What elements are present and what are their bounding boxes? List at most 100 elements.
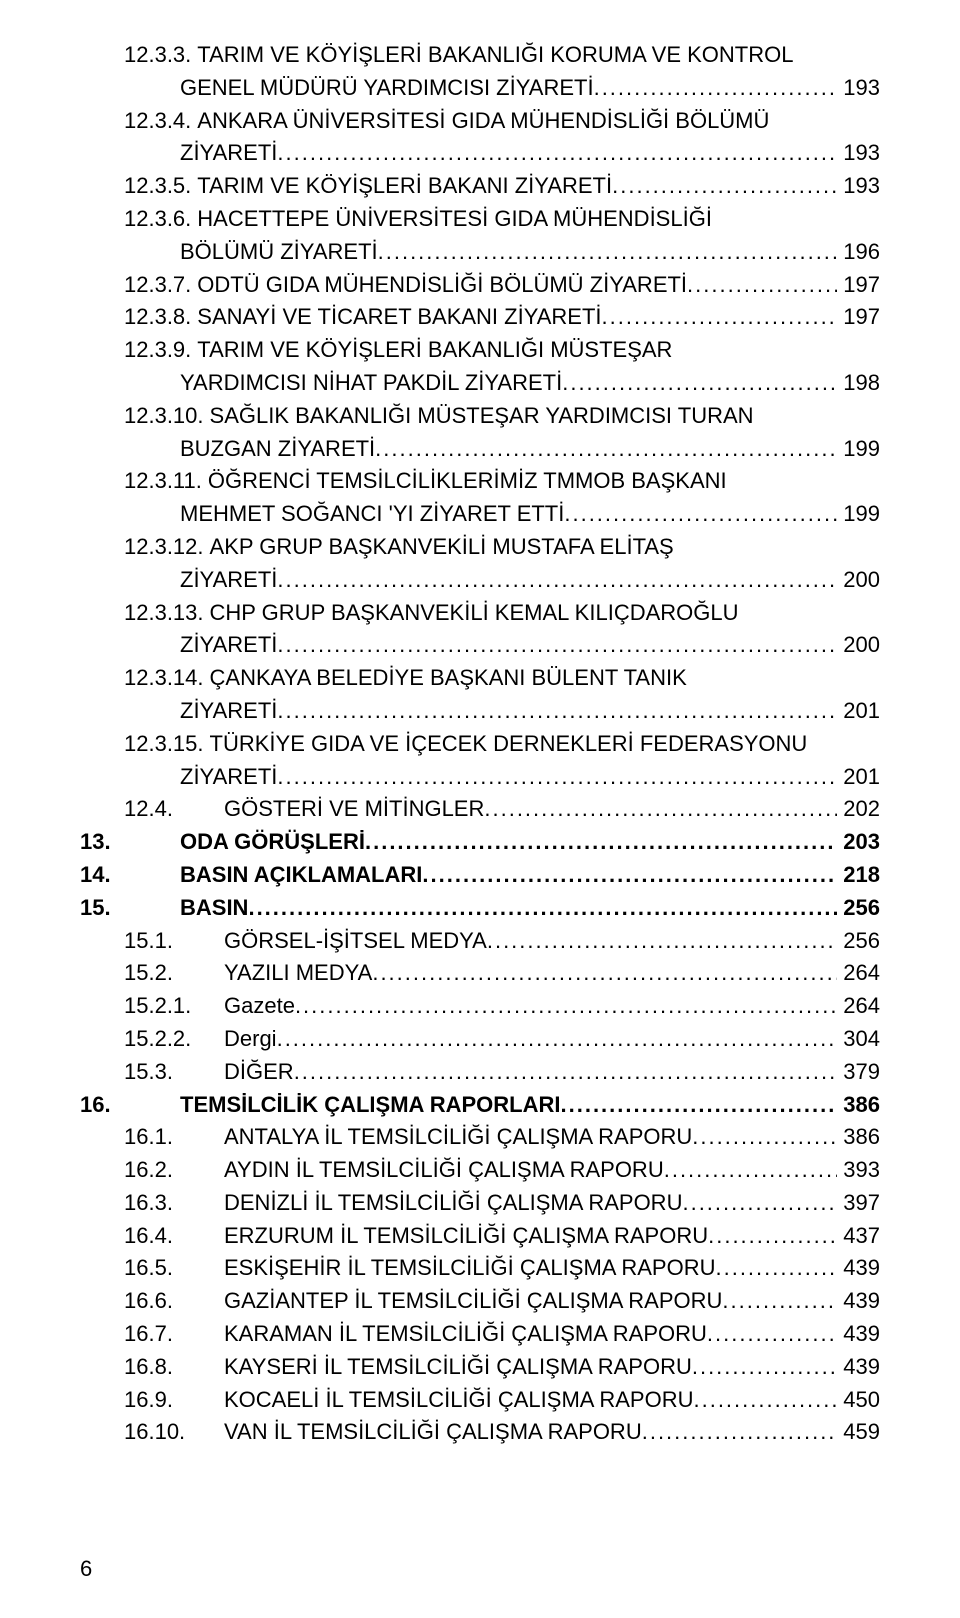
toc-entry-page: 256 — [837, 893, 880, 924]
toc-entry-title: TÜRKİYE GIDA VE İÇECEK DERNEKLERİ FEDERA… — [210, 729, 808, 760]
toc-entry: 16.9.KOCAELİ İL TEMSİLCİLİĞİ ÇALIŞMA RAP… — [80, 1385, 880, 1416]
toc-entry-page: 386 — [837, 1090, 880, 1121]
toc-entry-number: 12.3.11. — [124, 466, 208, 497]
toc-entry-title: KOCAELİ İL TEMSİLCİLİĞİ ÇALIŞMA RAPORU — [224, 1385, 693, 1416]
toc-entry-number: 16.2. — [124, 1155, 224, 1186]
toc-entry-number: 12.3.3. — [124, 40, 197, 71]
toc-entry: 12.3.12.AKP GRUP BAŞKANVEKİLİ MUSTAFA EL… — [80, 532, 880, 563]
toc-entry: 15.2.YAZILI MEDYA264 — [80, 958, 880, 989]
toc-entry: 12.3.4.ANKARA ÜNİVERSİTESİ GIDA MÜHENDİS… — [80, 106, 880, 137]
toc-entry-title: ZİYARETİ — [180, 138, 277, 169]
toc-entry-title: ZİYARETİ — [180, 696, 277, 727]
toc-entry-title: TARIM VE KÖYİŞLERİ BAKANLIĞI KORUMA VE K… — [197, 40, 793, 71]
toc-entry-continuation: ZİYARETİ 200 — [80, 565, 880, 596]
toc-entry: 16.2.AYDIN İL TEMSİLCİLİĞİ ÇALIŞMA RAPOR… — [80, 1155, 880, 1186]
toc-entry: 12.3.6.HACETTEPE ÜNİVERSİTESİ GIDA MÜHEN… — [80, 204, 880, 235]
toc-entry-page: 386 — [837, 1122, 880, 1153]
toc-entry-title: DENİZLİ İL TEMSİLCİLİĞİ ÇALIŞMA RAPORU — [224, 1188, 682, 1219]
toc-entry: 15.2.1.Gazete 264 — [80, 991, 880, 1022]
toc-leader — [277, 696, 837, 727]
toc-entry-page: 199 — [837, 499, 880, 530]
toc-entry-title: KAYSERİ İL TEMSİLCİLİĞİ ÇALIŞMA RAPORU — [224, 1352, 692, 1383]
toc-leader — [277, 565, 837, 596]
toc-entry-number: 15.1. — [124, 926, 224, 957]
toc-entry-number: 16.9. — [124, 1385, 224, 1416]
toc-entry: 16.1.ANTALYA İL TEMSİLCİLİĞİ ÇALIŞMA RAP… — [80, 1122, 880, 1153]
toc-leader — [248, 893, 837, 924]
toc-entry-page: 304 — [837, 1024, 880, 1055]
toc-entry: 15.3.DİĞER379 — [80, 1057, 880, 1088]
toc-entry-continuation: ZİYARETİ200 — [80, 630, 880, 661]
toc-entry-number: 15.2.1. — [124, 991, 224, 1022]
toc-entry-title: Gazete — [224, 991, 295, 1022]
toc-entry-number: 15.3. — [124, 1057, 224, 1088]
toc-entry-title: ZİYARETİ — [180, 565, 277, 596]
toc-entry-number: 16. — [80, 1090, 180, 1121]
toc-entry-number: 13. — [80, 827, 180, 858]
toc-entry-title: ANTALYA İL TEMSİLCİLİĞİ ÇALIŞMA RAPORU — [224, 1122, 692, 1153]
toc-entry-title: ANKARA ÜNİVERSİTESİ GIDA MÜHENDİSLİĞİ BÖ… — [197, 106, 769, 137]
toc-entry-number: 15. — [80, 893, 180, 924]
toc-entry-number: 16.3. — [124, 1188, 224, 1219]
toc-entry: 15.BASIN256 — [80, 893, 880, 924]
toc-entry-number: 12.3.8. — [124, 302, 197, 333]
toc-entry-title: TARIM VE KÖYİŞLERİ BAKANI ZİYARETİ — [197, 171, 612, 202]
toc-entry-title: GAZİANTEP İL TEMSİLCİLİĞİ ÇALIŞMA RAPORU — [224, 1286, 722, 1317]
toc-leader — [612, 171, 837, 202]
toc-entry-number: 16.1. — [124, 1122, 224, 1153]
toc-leader — [722, 1286, 837, 1317]
toc-entry-page: 439 — [837, 1352, 880, 1383]
toc-entry-page: 379 — [837, 1057, 880, 1088]
toc-entry-page: 439 — [837, 1253, 880, 1284]
toc-entry-page: 439 — [837, 1286, 880, 1317]
toc-entry-page: 196 — [837, 237, 880, 268]
toc-entry-page: 459 — [837, 1417, 880, 1448]
toc-entry-page: 198 — [837, 368, 880, 399]
toc-leader — [561, 1090, 838, 1121]
toc-leader — [487, 926, 837, 957]
toc-entry: 16.3.DENİZLİ İL TEMSİLCİLİĞİ ÇALIŞMA RAP… — [80, 1188, 880, 1219]
toc-entry-page: 203 — [837, 827, 880, 858]
toc-entry-continuation: YARDIMCISI NİHAT PAKDİL ZİYARETİ 198 — [80, 368, 880, 399]
toc-entry-page: 264 — [837, 991, 880, 1022]
toc-entry-page: 201 — [837, 762, 880, 793]
toc-entry: 16.TEMSİLCİLİK ÇALIŞMA RAPORLARI386 — [80, 1090, 880, 1121]
toc-leader — [692, 1122, 837, 1153]
toc-entry-title: VAN İL TEMSİLCİLİĞİ ÇALIŞMA RAPORU — [224, 1417, 642, 1448]
toc-leader — [692, 1352, 837, 1383]
toc-entry-number: 12.3.5. — [124, 171, 197, 202]
toc-leader — [375, 434, 837, 465]
toc-entry-title: HACETTEPE ÜNİVERSİTESİ GIDA MÜHENDİSLİĞİ — [197, 204, 712, 235]
toc-entry-page: 200 — [837, 565, 880, 596]
toc-entry-continuation: ZİYARETİ193 — [80, 138, 880, 169]
toc-entry: 15.1.GÖRSEL-İŞİTSEL MEDYA256 — [80, 926, 880, 957]
toc-entry: 12.3.10.SAĞLIK BAKANLIĞI MÜSTEŞAR YARDIM… — [80, 401, 880, 432]
toc-entry-title: YARDIMCISI NİHAT PAKDİL ZİYARETİ — [180, 368, 562, 399]
toc-entry-page: 450 — [837, 1385, 880, 1416]
toc-entry: 14.BASIN AÇIKLAMALARI218 — [80, 860, 880, 891]
toc-entry: 12.3.7.ODTÜ GIDA MÜHENDİSLİĞİ BÖLÜMÜ ZİY… — [80, 270, 880, 301]
toc-entry-number: 12.3.10. — [124, 401, 210, 432]
toc-leader — [715, 1253, 837, 1284]
toc-leader — [294, 1057, 838, 1088]
toc-entry-number: 16.10. — [124, 1417, 224, 1448]
toc-entry-continuation: ZİYARETİ 201 — [80, 762, 880, 793]
toc-entry-title: ÇANKAYA BELEDİYE BAŞKANI BÜLENT TANIK — [210, 663, 687, 694]
toc-entry-title: MEHMET SOĞANCI 'YI ZİYARET ETTİ — [180, 499, 564, 530]
toc-entry-title: YAZILI MEDYA — [224, 958, 372, 989]
toc-leader — [602, 302, 838, 333]
toc-entry: 12.3.13.CHP GRUP BAŞKANVEKİLİ KEMAL KILI… — [80, 598, 880, 629]
toc-entry: 12.3.5.TARIM VE KÖYİŞLERİ BAKANI ZİYARET… — [80, 171, 880, 202]
toc-entry-continuation: ZİYARETİ201 — [80, 696, 880, 727]
toc-entry-title: AYDIN İL TEMSİLCİLİĞİ ÇALIŞMA RAPORU — [224, 1155, 664, 1186]
toc-entry: 12.3.11.ÖĞRENCİ TEMSİLCİLİKLERİMİZ TMMOB… — [80, 466, 880, 497]
toc-entry-title: ZİYARETİ — [180, 630, 277, 661]
toc-entry-title: CHP GRUP BAŞKANVEKİLİ KEMAL KILIÇDAROĞLU — [210, 598, 739, 629]
toc-entry-title: ZİYARETİ — [180, 762, 277, 793]
toc-entry-number: 12.3.7. — [124, 270, 197, 301]
toc-entry: 16.6.GAZİANTEP İL TEMSİLCİLİĞİ ÇALIŞMA R… — [80, 1286, 880, 1317]
toc-entry-continuation: BUZGAN ZİYARETİ199 — [80, 434, 880, 465]
toc-entry: 12.3.9.TARIM VE KÖYİŞLERİ BAKANLIĞI MÜST… — [80, 335, 880, 366]
toc-entry-number: 12.3.13. — [124, 598, 210, 629]
toc-entry: 16.4.ERZURUM İL TEMSİLCİLİĞİ ÇALIŞMA RAP… — [80, 1221, 880, 1252]
